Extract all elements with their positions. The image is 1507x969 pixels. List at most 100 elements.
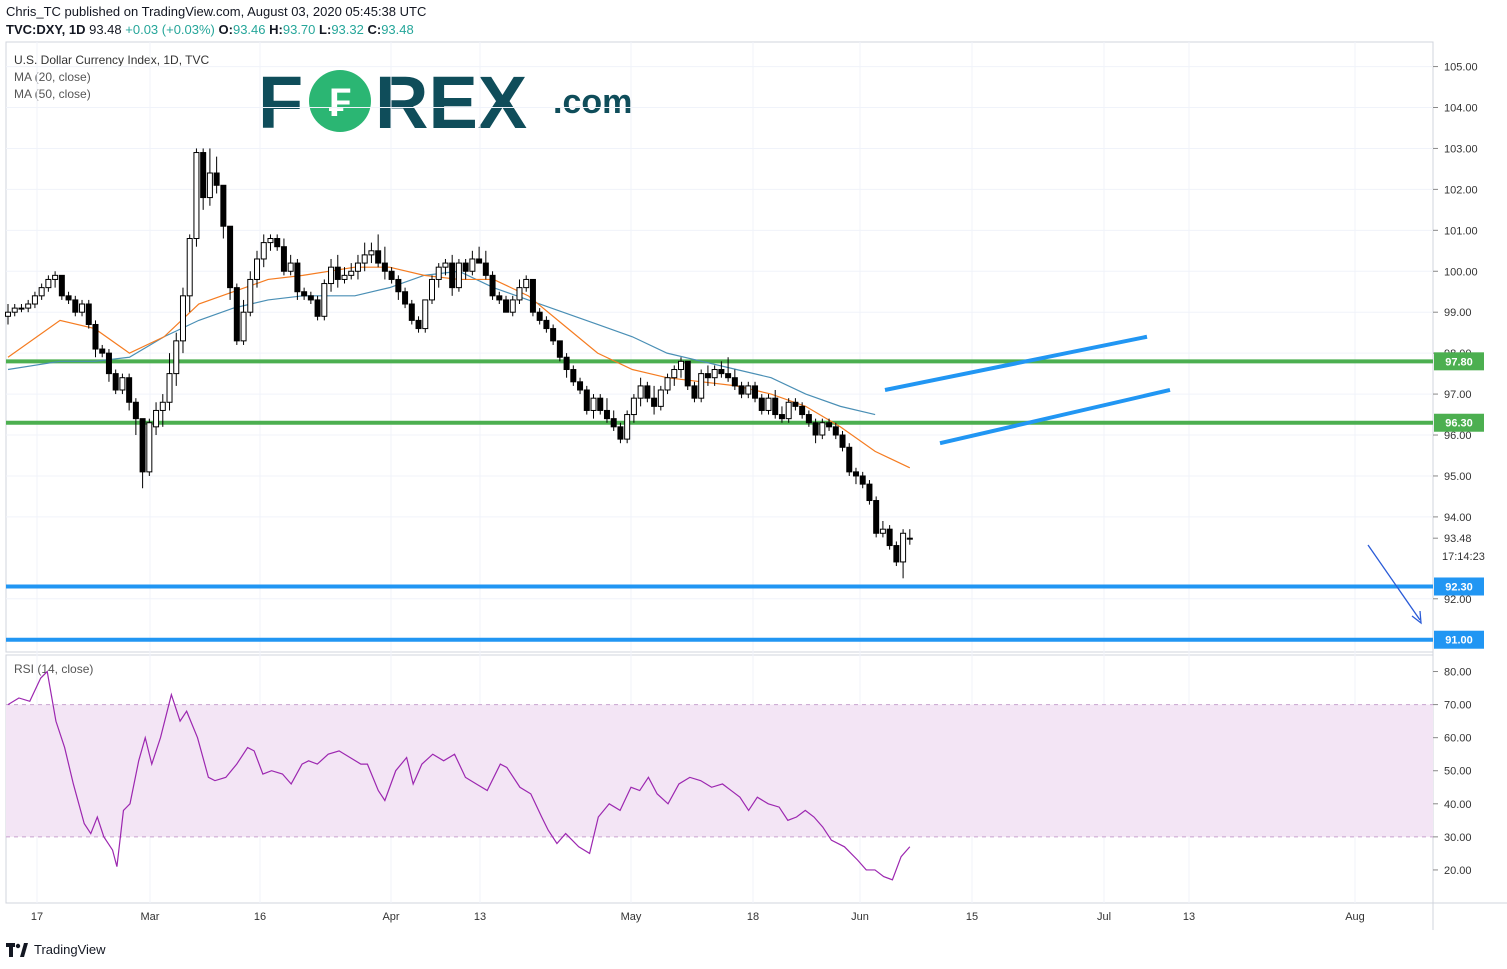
- candle: [38, 283, 45, 300]
- candle: [859, 471, 866, 489]
- candle: [200, 148, 207, 210]
- candle: [314, 295, 321, 321]
- candle: [462, 258, 469, 280]
- price-tick-label: 103.00: [1444, 143, 1478, 155]
- candle-body-down: [503, 299, 510, 313]
- candle: [752, 381, 759, 403]
- candle-body-down: [529, 278, 536, 313]
- candle-body-down: [462, 262, 469, 272]
- candle-body-up: [785, 401, 792, 420]
- candle: [852, 467, 859, 485]
- time-axis: 17 Mar 16 Apr 13 May 18 Jun 15 Jul 13 Aug: [31, 911, 1365, 923]
- candles: [5, 148, 913, 579]
- price-tick-label: 104.00: [1444, 103, 1478, 115]
- chart-title-legend: U.S. Dollar Currency Index, 1D, TVC: [14, 53, 210, 67]
- candle: [381, 246, 388, 280]
- candle: [664, 373, 671, 395]
- candle-body-up: [186, 238, 193, 297]
- candle: [11, 304, 18, 317]
- candle-body-up: [435, 266, 442, 280]
- level-badge: [1434, 413, 1484, 432]
- candle: [819, 418, 826, 440]
- candle-body-up: [159, 401, 166, 411]
- candle-body-up: [18, 307, 25, 310]
- candle-body-down: [476, 258, 483, 264]
- candle-body-up: [765, 397, 772, 411]
- candle: [5, 304, 11, 325]
- candle: [92, 320, 99, 358]
- candle-body-up: [469, 258, 476, 272]
- candle-body-down: [832, 426, 839, 436]
- tradingview-footer[interactable]: TradingView: [6, 942, 106, 957]
- time-tick-label: Jun: [851, 911, 869, 923]
- candle-body-up: [354, 262, 361, 272]
- candle: [395, 275, 402, 300]
- symbol-label: TVC:DXY, 1D: [6, 22, 86, 37]
- candle: [354, 254, 361, 280]
- candle: [900, 529, 907, 579]
- candle-body-up: [173, 340, 180, 375]
- ma50-legend: MA (50, close): [14, 87, 91, 101]
- time-tick-label: 16: [254, 911, 266, 923]
- candle: [139, 418, 146, 489]
- trend-channel: [884, 334, 1171, 446]
- candle: [556, 340, 563, 362]
- candle-body-down: [227, 225, 234, 289]
- candle-body-up: [328, 266, 335, 285]
- candle-body-down: [758, 397, 765, 411]
- candle: [408, 299, 415, 325]
- candle: [805, 410, 812, 427]
- price-axis: 105.00 104.00 103.00 102.00 101.00 100.00 99.0…: [1433, 62, 1485, 877]
- candle-body-down: [274, 238, 281, 248]
- logo-letters-rex: REX: [375, 61, 527, 144]
- candle-body-up: [516, 287, 523, 301]
- candle: [179, 287, 186, 354]
- candle-body-down: [65, 295, 72, 301]
- candle-body-up: [509, 299, 516, 313]
- candle: [72, 295, 79, 317]
- candle-body-up: [45, 278, 52, 289]
- candle: [893, 541, 900, 567]
- candle-body-down: [839, 434, 846, 448]
- candle-body-down: [233, 287, 240, 342]
- candle-body-up: [906, 537, 913, 540]
- candle: [442, 258, 449, 276]
- symbol-quote-line: TVC:DXY, 1D 93.48 +0.03 (+0.03%) O:93.46…: [6, 22, 414, 37]
- candle: [570, 365, 577, 386]
- price-tick-label: 92.00: [1444, 594, 1472, 606]
- candle-body-down: [72, 299, 79, 313]
- candle-body-down: [886, 528, 893, 547]
- time-tick-label: 13: [1183, 911, 1195, 923]
- candle-body-down: [812, 422, 819, 436]
- candle: [301, 287, 308, 300]
- candle-body-up: [254, 258, 261, 280]
- candle-body-up: [819, 422, 826, 436]
- open-label: O:: [218, 22, 233, 37]
- publish-info: Chris_TC published on TradingView.com, A…: [6, 4, 427, 19]
- time-tick-label: 17: [31, 911, 43, 923]
- candle-body-down: [859, 475, 866, 485]
- candle-body-up: [25, 303, 32, 309]
- candle: [536, 308, 543, 325]
- price-pane[interactable]: [5, 41, 1434, 653]
- candle: [785, 398, 792, 423]
- open-value: 93.46: [232, 22, 266, 37]
- candle: [435, 263, 442, 288]
- price-tick-label: 93.48: [1444, 533, 1472, 545]
- candle-body-down: [294, 262, 301, 293]
- candle-body-down: [778, 414, 785, 420]
- bar-countdown: 17:14:23: [1442, 551, 1485, 563]
- candle: [745, 381, 752, 399]
- candle: [516, 279, 523, 305]
- candle: [193, 148, 200, 247]
- time-tick-label: Aug: [1345, 911, 1365, 923]
- time-tick-label: May: [621, 911, 642, 923]
- candle: [563, 353, 570, 378]
- candle: [624, 410, 631, 444]
- candle: [220, 184, 227, 239]
- time-tick-label: 13: [474, 911, 486, 923]
- candle-body-down: [381, 262, 388, 272]
- candle-body-down: [799, 405, 806, 416]
- candle-body-up: [260, 242, 267, 260]
